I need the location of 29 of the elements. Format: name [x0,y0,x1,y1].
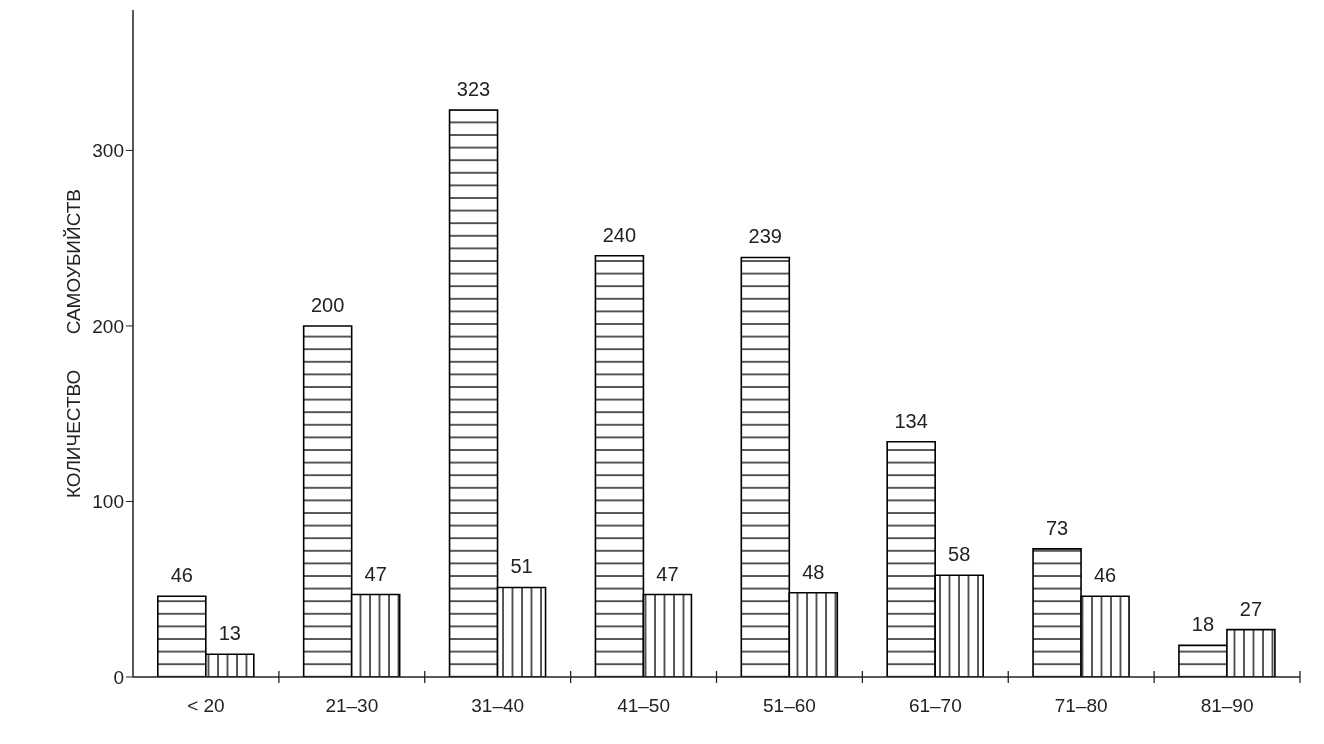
data-label: 240 [602,223,637,246]
y-tick-label: 0 [113,666,124,688]
y-axis-title: КОЛИЧЕСТВО САМОУБИЙСТВ [63,188,85,499]
data-label: 46 [1093,564,1117,587]
data-label: 58 [948,543,971,566]
data-label: 47 [364,562,387,585]
data-label: 323 [456,78,491,101]
data-label: 18 [1191,613,1215,636]
y-tick-label: 300 [92,140,124,162]
x-tick-label: 51–60 [763,695,816,717]
data-label: 46 [170,564,193,587]
y-tick-label: 100 [92,491,124,513]
x-tick-label: 71–80 [1054,695,1108,717]
x-tick-label: 61–70 [908,695,962,717]
x-tick-label: 41–50 [617,695,670,717]
data-label: 51 [510,555,533,578]
x-tick-label: < 20 [187,695,225,717]
x-tick-label: 81–90 [1200,695,1254,717]
data-label: 47 [656,562,679,585]
x-tick-label: 21–30 [325,695,379,717]
x-tick-label: 31–40 [471,695,525,717]
data-label: 48 [802,560,825,583]
data-label: 200 [310,293,345,316]
data-label: 13 [218,622,241,645]
y-tick-label: 200 [92,315,124,337]
data-label: 134 [894,409,928,432]
data-label: 73 [1045,516,1069,539]
data-label: 27 [1239,597,1263,620]
data-label: 239 [748,225,782,248]
